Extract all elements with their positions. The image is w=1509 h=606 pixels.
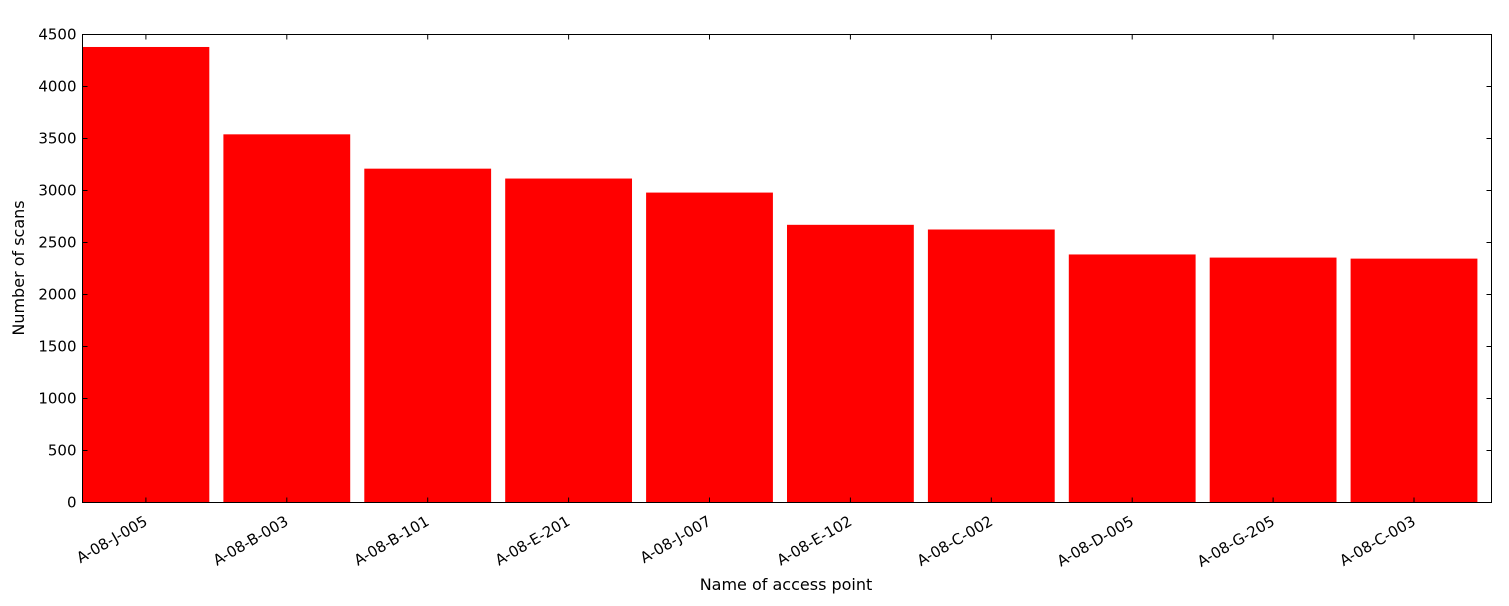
bar-A-08-E-201 xyxy=(505,178,633,503)
bar-A-08-J-007 xyxy=(646,192,773,503)
bar-A-08-B-101 xyxy=(364,168,492,503)
y-tick-label: 1000 xyxy=(38,390,76,408)
y-tick-label: 2500 xyxy=(38,234,76,252)
y-tick-label: 500 xyxy=(48,442,77,460)
x-tick-label: A-08-G-205 xyxy=(1194,512,1278,571)
bar-A-08-G-205 xyxy=(1209,257,1337,503)
x-tick-label: A-08-E-102 xyxy=(774,512,855,569)
y-tick-label: 3000 xyxy=(38,182,76,200)
bar-A-08-C-003 xyxy=(1350,258,1478,503)
y-axis-ticks: 0 500 1000 1500 2000 2500 3000 3500 4000 4500 xyxy=(38,26,1492,512)
x-tick-label: A-08-C-002 xyxy=(914,512,996,570)
plot-frame xyxy=(82,34,1492,503)
x-tick-label: A-08-J-005 xyxy=(73,512,150,567)
y-tick-label: 2000 xyxy=(38,286,76,304)
y-tick-label: 4500 xyxy=(38,26,76,44)
y-tick-label: 3500 xyxy=(38,130,76,148)
bars-group xyxy=(82,46,1478,503)
bar-A-08-C-002 xyxy=(927,229,1055,503)
y-tick-label: 0 xyxy=(67,494,77,512)
bar-A-08-J-005 xyxy=(82,46,210,503)
x-tick-label: A-08-B-101 xyxy=(351,512,432,569)
x-tick-label: A-08-B-003 xyxy=(210,512,291,569)
bar-A-08-E-102 xyxy=(787,224,914,503)
x-tick-label: A-08-D-005 xyxy=(1054,512,1137,570)
y-tick-label: 4000 xyxy=(38,78,76,96)
x-tick-label: A-08-J-007 xyxy=(637,512,714,567)
y-tick-label: 1500 xyxy=(38,338,76,356)
x-tick-label: A-08-E-201 xyxy=(492,512,573,569)
bar-A-08-B-003 xyxy=(223,134,351,503)
x-tick-label: A-08-C-003 xyxy=(1337,512,1419,570)
y-axis-label: Number of scans xyxy=(9,200,28,335)
x-axis-label: Name of access point xyxy=(700,575,873,594)
bar-A-08-D-005 xyxy=(1068,254,1196,503)
